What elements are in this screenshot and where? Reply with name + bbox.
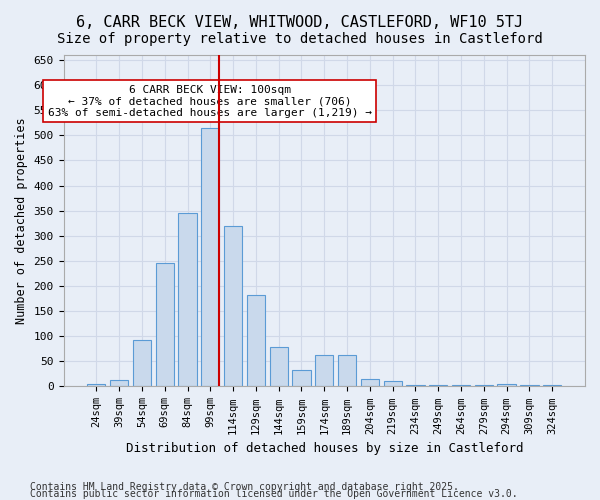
Bar xyxy=(87,384,106,386)
Text: Contains HM Land Registry data © Crown copyright and database right 2025.: Contains HM Land Registry data © Crown c… xyxy=(30,482,459,492)
Bar xyxy=(338,355,356,386)
Text: Contains public sector information licensed under the Open Government Licence v3: Contains public sector information licen… xyxy=(30,489,518,499)
Text: 6 CARR BECK VIEW: 100sqm
← 37% of detached houses are smaller (706)
63% of semi-: 6 CARR BECK VIEW: 100sqm ← 37% of detach… xyxy=(47,85,371,118)
Bar xyxy=(269,348,288,387)
Bar xyxy=(224,226,242,386)
Text: 6, CARR BECK VIEW, WHITWOOD, CASTLEFORD, WF10 5TJ: 6, CARR BECK VIEW, WHITWOOD, CASTLEFORD,… xyxy=(76,15,524,30)
Bar xyxy=(315,356,334,386)
Bar xyxy=(497,384,516,386)
Bar xyxy=(383,382,402,386)
Bar xyxy=(361,380,379,386)
Bar xyxy=(133,340,151,386)
Bar xyxy=(201,128,220,386)
Bar xyxy=(110,380,128,386)
Bar xyxy=(178,213,197,386)
X-axis label: Distribution of detached houses by size in Castleford: Distribution of detached houses by size … xyxy=(125,442,523,455)
Text: Size of property relative to detached houses in Castleford: Size of property relative to detached ho… xyxy=(57,32,543,46)
Bar xyxy=(247,294,265,386)
Y-axis label: Number of detached properties: Number of detached properties xyxy=(15,118,28,324)
Bar xyxy=(292,370,311,386)
Bar xyxy=(155,264,174,386)
